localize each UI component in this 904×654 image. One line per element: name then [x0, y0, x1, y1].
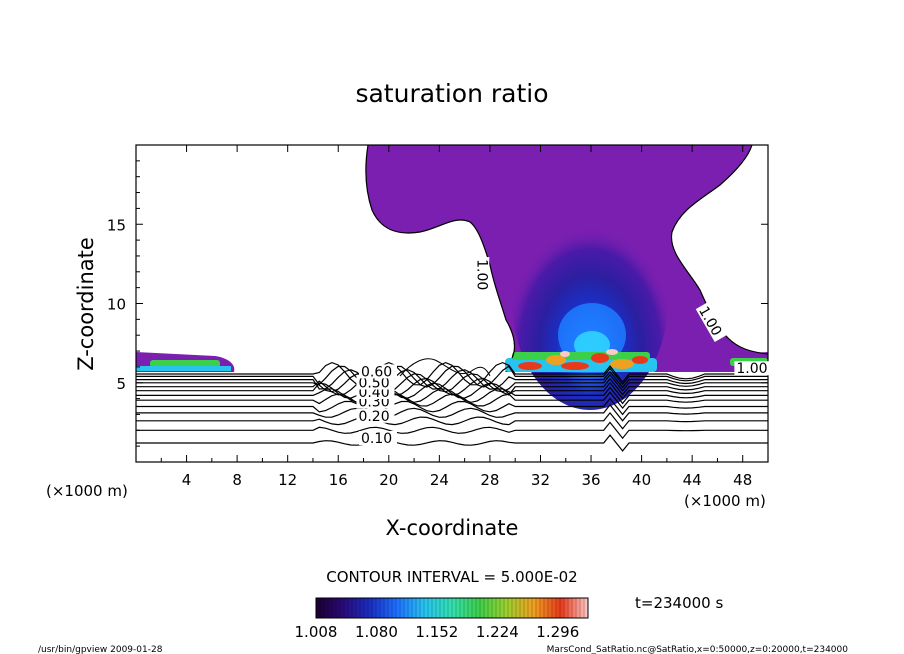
contour-1.00-left — [365, 145, 516, 359]
contour-label: 0.60 — [361, 364, 392, 380]
cloud-base-green — [512, 352, 650, 360]
contour-label-bg — [358, 430, 397, 445]
contour-line — [136, 381, 768, 400]
x-tick-label: 4 — [182, 471, 192, 489]
footer-right: MarsCond_SatRatio.nc@SatRatio,x=0:50000,… — [547, 645, 849, 654]
left-cloud-strip-cyan — [136, 366, 231, 371]
contour-label-bg — [356, 408, 395, 423]
contour-line — [136, 373, 768, 393]
y-axis-title: Z-coordinate — [74, 237, 98, 371]
colorbar-tick-label: 1.008 — [295, 623, 338, 641]
contour-1.00-right — [670, 145, 768, 355]
contour-line — [136, 434, 768, 452]
x-tick-label: 20 — [379, 471, 398, 489]
contour-label-bg — [356, 375, 395, 390]
contour-label-bg — [695, 302, 727, 343]
x-tick-label: 16 — [329, 471, 348, 489]
colorbar-tick-labels: 1.008 1.080 1.152 1.224 1.296 — [295, 623, 580, 641]
x-tick-label: 44 — [683, 471, 702, 489]
footer-left: /usr/bin/gpview 2009-01-28 — [38, 645, 163, 654]
x-tick-label: 12 — [278, 471, 297, 489]
x-tick-label: 28 — [480, 471, 499, 489]
contour-line — [136, 361, 768, 386]
contour-label: 0.10 — [361, 431, 392, 447]
contour-label: 0.20 — [358, 409, 389, 425]
contour-lines — [136, 361, 768, 452]
x-unit-right: (×1000 m) — [684, 492, 766, 510]
contour-line — [136, 411, 768, 430]
contour-line — [136, 403, 768, 422]
x-axis-title: X-coordinate — [386, 516, 519, 540]
y-tick-label: 15 — [107, 216, 126, 234]
x-tick-label: 8 — [232, 471, 242, 489]
contour-line — [136, 421, 768, 440]
x-axis-ticks: 4 8 12 16 20 24 28 32 36 40 44 48 — [160, 145, 752, 489]
colorbar-tick-label: 1.080 — [355, 623, 398, 641]
contour-line — [136, 397, 768, 416]
y-tick-label: 10 — [107, 296, 126, 314]
y-tick-label: 5 — [116, 375, 126, 393]
x-tick-label: 40 — [632, 471, 651, 489]
contour-line — [136, 386, 768, 405]
plot-area — [136, 145, 768, 452]
colorbar-tick-label: 1.152 — [415, 623, 458, 641]
contour-label: 1.00 — [473, 259, 489, 290]
x-tick-label: 36 — [581, 471, 600, 489]
colorbar-tick-label: 1.296 — [536, 623, 579, 641]
x-tick-label: 32 — [531, 471, 550, 489]
contour-line — [136, 377, 768, 396]
contour-line — [136, 365, 768, 388]
x-tick-label: 24 — [430, 471, 449, 489]
x-tick-label: 48 — [733, 471, 752, 489]
chart-title: saturation ratio — [355, 79, 548, 108]
y-axis-ticks: 5 10 15 — [107, 160, 768, 447]
contour-label: 1.00 — [736, 361, 767, 377]
contour-bump — [399, 358, 491, 377]
time-label: t=234000 s — [635, 594, 723, 612]
contour-interval: CONTOUR INTERVAL = 5.000E-02 — [326, 568, 577, 586]
contour-label: 0.50 — [358, 376, 389, 392]
colorbar-tick-label: 1.224 — [476, 623, 519, 641]
cloud-base-hotspots — [518, 349, 648, 370]
contour-label-bg — [475, 257, 490, 296]
x-unit-left: (×1000 m) — [46, 482, 128, 500]
contour-line — [136, 369, 768, 390]
contour-label-bg — [358, 364, 397, 379]
contour-label-bg — [734, 361, 773, 376]
colorbar-divisions — [319, 598, 585, 618]
